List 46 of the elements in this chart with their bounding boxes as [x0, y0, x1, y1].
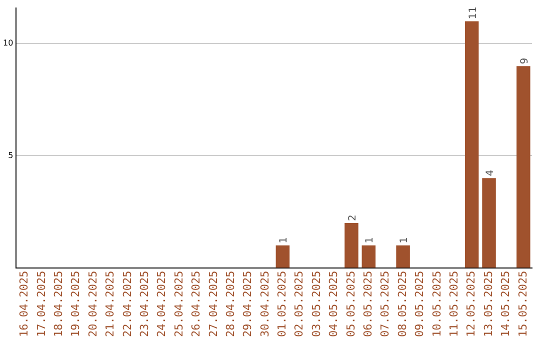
data-label: 4	[485, 170, 496, 176]
x-tick-label: 15.05.2025	[516, 270, 530, 338]
x-tick-label: 21.04.2025	[104, 270, 117, 338]
bar	[516, 66, 530, 268]
x-tick-label: 08.05.2025	[396, 270, 409, 338]
x-tick-label: 19.04.2025	[69, 270, 82, 338]
x-tick-label: 29.04.2025	[241, 270, 254, 338]
x-tick-label: 28.04.2025	[224, 270, 237, 338]
bar	[396, 245, 410, 268]
x-tick-label: 16.04.2025	[18, 270, 31, 338]
x-tick-label: 18.04.2025	[52, 270, 66, 338]
data-label: 9	[519, 58, 530, 64]
data-label: 2	[347, 214, 358, 221]
bar	[362, 245, 376, 268]
x-tick-label: 30.04.2025	[258, 270, 272, 338]
x-tick-label: 25.04.2025	[172, 270, 186, 338]
x-tick-label: 13.05.2025	[482, 270, 495, 338]
x-tick-label: 20.04.2025	[86, 270, 100, 338]
data-label: 1	[364, 236, 376, 244]
bar	[344, 222, 358, 268]
x-tick-label: 26.04.2025	[190, 270, 203, 338]
data-label: 1	[399, 236, 410, 244]
y-tick-label: 10	[2, 38, 14, 48]
x-tick-label: 14.05.2025	[499, 270, 512, 338]
x-tick-label: 27.04.2025	[206, 270, 220, 338]
x-tick-label: 05.05.2025	[344, 270, 358, 338]
x-tick-label: 01.05.2025	[276, 270, 289, 338]
x-tick-label: 23.04.2025	[138, 270, 151, 338]
data-label: 11	[468, 6, 479, 20]
x-tick-label: 11.05.2025	[447, 270, 460, 338]
x-tick-label: 10.05.2025	[430, 270, 444, 338]
x-tick-label: 06.05.2025	[362, 270, 375, 338]
data-label: 1	[278, 236, 290, 244]
bar	[276, 245, 290, 268]
x-tick-label: 24.04.2025	[155, 270, 168, 338]
x-tick-label: 09.05.2025	[413, 270, 426, 338]
y-tick-label: 5	[8, 150, 14, 160]
x-tick-label: 02.05.2025	[292, 270, 306, 338]
x-tick-label: 03.05.2025	[310, 270, 323, 338]
x-tick-label: 17.04.2025	[34, 270, 48, 338]
x-tick-label: 07.05.2025	[378, 270, 392, 338]
bar	[464, 21, 479, 268]
x-tick-label: 04.05.2025	[327, 270, 340, 338]
x-tick-label: 12.05.2025	[464, 270, 478, 338]
bar	[482, 178, 496, 268]
x-tick-label: 22.04.2025	[120, 270, 134, 338]
